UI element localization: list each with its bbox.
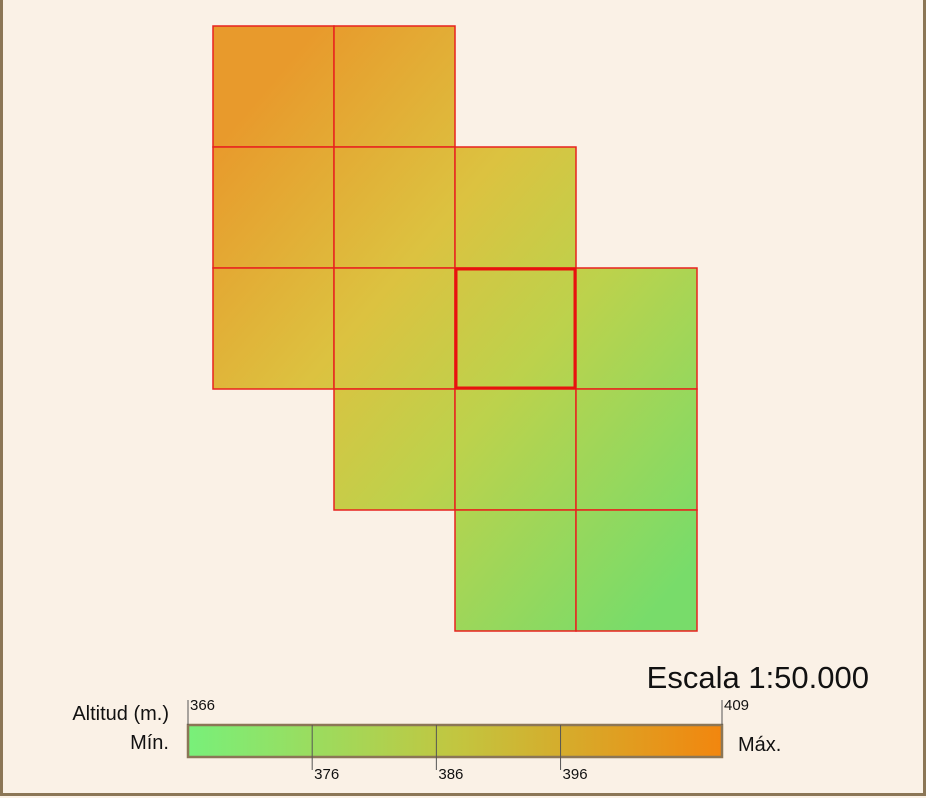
tick-label: 396: [563, 766, 588, 783]
legend-min: Mín.: [130, 732, 169, 754]
legend-ticks: 366 376 386 396 409: [187, 697, 749, 783]
legend-title: Altitud (m.): [72, 703, 169, 725]
tick-label: 409: [724, 697, 749, 714]
color-bar: [186, 723, 724, 759]
scale-text: Escala 1:50.000: [647, 660, 869, 695]
tile-mosaic: [212, 25, 698, 632]
selected-tile[interactable]: [454, 267, 577, 390]
legend-max: Máx.: [738, 734, 781, 756]
tick-label: 366: [190, 697, 215, 714]
tick-label: 376: [314, 766, 339, 783]
tick-label: 386: [438, 766, 463, 783]
